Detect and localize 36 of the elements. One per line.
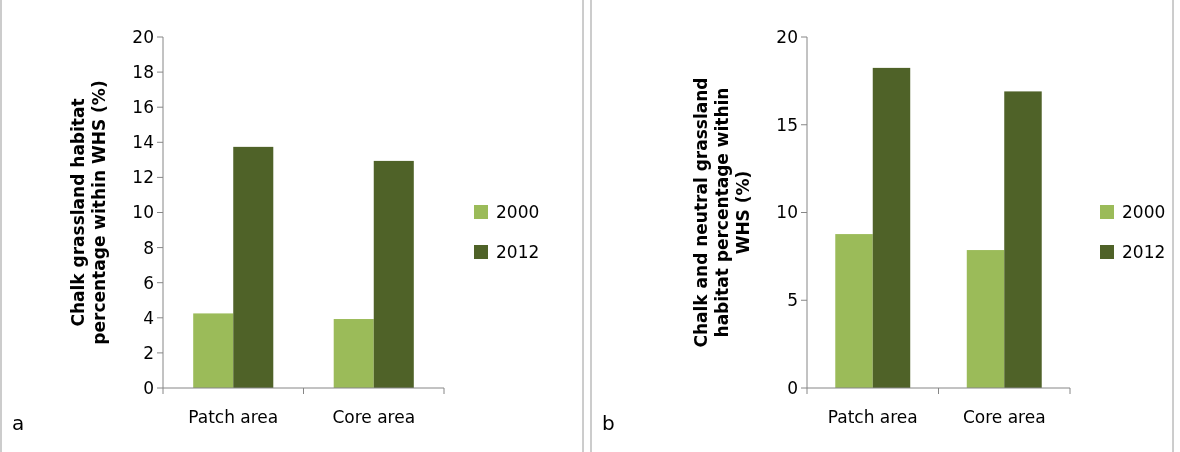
y-tick-label: 8 bbox=[143, 237, 154, 258]
y-tick-label: 14 bbox=[132, 132, 154, 153]
bar bbox=[193, 313, 234, 388]
bar bbox=[1004, 91, 1042, 388]
x-tick-label: Patch area bbox=[827, 407, 918, 427]
y-tick-label: 20 bbox=[776, 26, 798, 47]
y-tick-label: 5 bbox=[787, 290, 798, 311]
y-axis-title: Chalk and neutral grassland habitat percentage within WHS (%) bbox=[691, 77, 753, 348]
y-tick-label: 20 bbox=[132, 26, 154, 47]
y-tick-label: 16 bbox=[132, 97, 154, 118]
x-tick-label: Patch area bbox=[188, 407, 279, 427]
legend-label: 2012 bbox=[1122, 241, 1166, 262]
bar bbox=[333, 319, 374, 388]
legend-label: 2012 bbox=[496, 241, 540, 262]
text: b bbox=[602, 411, 615, 435]
bar bbox=[872, 67, 911, 388]
y-tick-label: 0 bbox=[787, 377, 798, 398]
y-tick-label: 15 bbox=[776, 114, 798, 135]
y-tick-label: 12 bbox=[132, 167, 154, 188]
y-tick-label: 10 bbox=[776, 202, 798, 223]
x-tick-label: Core area bbox=[332, 407, 416, 427]
y-tick-label: 0 bbox=[143, 377, 154, 398]
y-tick-label: 10 bbox=[132, 202, 154, 223]
x-tick-label: Core area bbox=[962, 407, 1046, 427]
bar bbox=[233, 146, 274, 388]
y-axis-title: Chalk grassland habitat percentage within WHS (%) bbox=[68, 80, 109, 345]
y-tick-label: 6 bbox=[143, 272, 154, 293]
y-tick-label: 2 bbox=[143, 342, 154, 363]
bar bbox=[966, 250, 1005, 388]
bar bbox=[835, 234, 873, 388]
y-tick-label: 4 bbox=[143, 307, 154, 328]
legend-label: 2000 bbox=[1122, 201, 1166, 222]
bar bbox=[373, 160, 414, 388]
legend-label: 2000 bbox=[496, 201, 540, 222]
text: a bbox=[12, 411, 25, 435]
y-tick-label: 18 bbox=[132, 62, 154, 83]
